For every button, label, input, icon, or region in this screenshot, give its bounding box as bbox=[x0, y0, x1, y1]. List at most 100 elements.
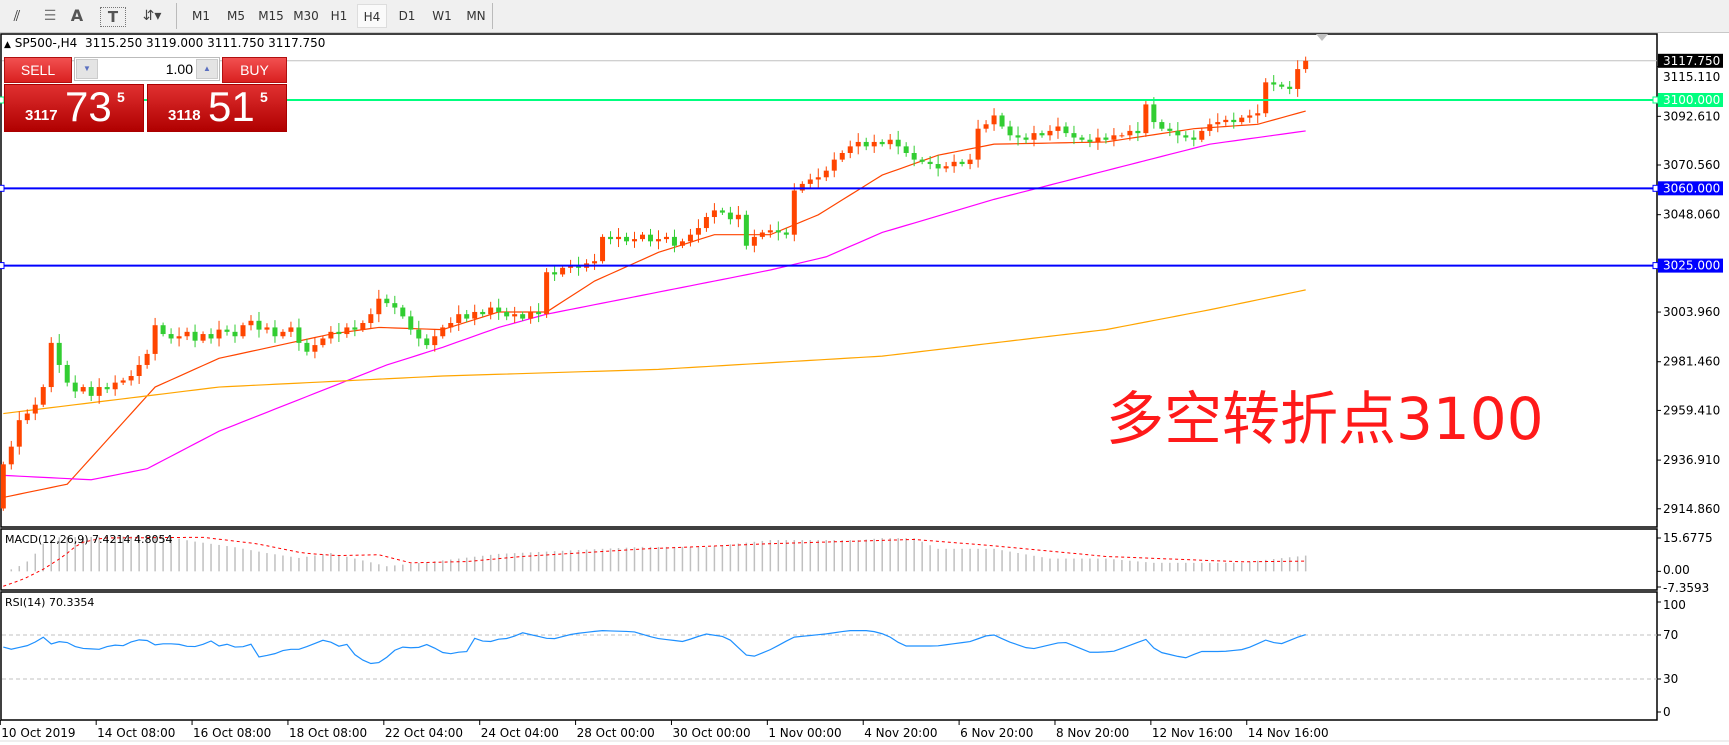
timeframe-mn[interactable]: MN bbox=[466, 9, 486, 23]
candle bbox=[72, 375, 78, 399]
candle-body bbox=[552, 272, 558, 275]
time-tick-label: 14 Oct 08:00 bbox=[97, 726, 175, 740]
candle bbox=[1079, 134, 1085, 143]
candle bbox=[655, 230, 661, 250]
horizontal-line-price-label: 3100.000 bbox=[1663, 93, 1720, 107]
horizontal-line-price-label: 3060.000 bbox=[1663, 181, 1720, 195]
candle bbox=[224, 325, 230, 336]
candle-body bbox=[1183, 135, 1189, 138]
sell-price-prefix: 3117 bbox=[25, 107, 58, 124]
candle bbox=[1255, 104, 1261, 124]
candle bbox=[1095, 128, 1101, 150]
candle bbox=[408, 310, 414, 335]
timeframe-m1[interactable]: M1 bbox=[192, 9, 210, 23]
candle-body bbox=[232, 331, 238, 337]
sell-button[interactable]: SELL bbox=[4, 57, 72, 83]
time-tick-label: 14 Nov 16:00 bbox=[1248, 726, 1329, 740]
candle bbox=[847, 140, 853, 159]
macd-panel-border bbox=[0, 528, 1658, 591]
candle-body bbox=[807, 179, 813, 184]
candle bbox=[679, 238, 685, 249]
candle bbox=[1207, 118, 1213, 137]
candle-body bbox=[1255, 113, 1261, 116]
candle-body bbox=[576, 265, 582, 268]
candle-body bbox=[624, 236, 630, 242]
candle bbox=[791, 183, 797, 242]
candle-body bbox=[56, 342, 62, 365]
timeframe-h4[interactable]: H4 bbox=[357, 4, 387, 28]
candle-body bbox=[144, 353, 150, 365]
candle-body bbox=[1023, 137, 1029, 140]
candle-body bbox=[831, 159, 837, 171]
candle bbox=[759, 229, 765, 240]
candle bbox=[480, 309, 486, 317]
volume-input[interactable]: 1.00 bbox=[165, 61, 193, 77]
candle-body bbox=[496, 307, 502, 312]
candle-body bbox=[815, 177, 821, 180]
candle-body bbox=[296, 327, 302, 343]
candle bbox=[496, 298, 502, 320]
candle-body bbox=[1055, 126, 1061, 131]
volume-decrease-icon[interactable]: ▼ bbox=[76, 59, 98, 79]
arrows-dropdown-icon[interactable]: ⇵▾ bbox=[142, 8, 162, 24]
candle bbox=[240, 322, 246, 339]
volume-stepper[interactable]: ▼ 1.00 ▲ bbox=[74, 57, 220, 81]
candle-body bbox=[408, 316, 414, 330]
horizontal-line-price-tag bbox=[1658, 93, 1723, 107]
candle-body bbox=[208, 334, 214, 339]
text-label-icon[interactable]: A bbox=[70, 6, 84, 25]
candle bbox=[1031, 125, 1037, 147]
buy-button[interactable]: BUY bbox=[222, 57, 287, 83]
volume-increase-icon[interactable]: ▲ bbox=[196, 59, 218, 79]
timeframe-d1[interactable]: D1 bbox=[398, 9, 416, 23]
buy-price[interactable]: 3118 51 5 bbox=[147, 83, 287, 132]
candle bbox=[248, 315, 254, 331]
fibonacci-lines-icon[interactable]: ☰ bbox=[43, 8, 57, 24]
candle-body bbox=[1071, 133, 1077, 138]
fibonacci-expansion-icon[interactable]: ⫽ bbox=[13, 7, 21, 25]
candle bbox=[256, 311, 262, 338]
candle bbox=[416, 320, 422, 347]
text-box-icon[interactable]: T bbox=[100, 7, 126, 27]
candle-body bbox=[280, 331, 286, 337]
candle bbox=[392, 295, 398, 315]
timeframe-m30[interactable]: M30 bbox=[293, 9, 319, 23]
sell-price-fraction: 5 bbox=[117, 89, 125, 105]
candle-body bbox=[743, 214, 749, 246]
candle bbox=[312, 337, 318, 359]
candle-body bbox=[224, 329, 230, 332]
time-tick-label: 10 Oct 2019 bbox=[1, 726, 75, 740]
candle-body bbox=[80, 387, 86, 392]
time-tick-label: 22 Oct 04:00 bbox=[385, 726, 463, 740]
candle bbox=[1151, 97, 1157, 129]
candle-body bbox=[136, 364, 142, 376]
rsi-tick-label: 70 bbox=[1663, 628, 1678, 642]
candle bbox=[1135, 122, 1141, 142]
candle bbox=[1271, 75, 1277, 92]
timeframe-w1[interactable]: W1 bbox=[432, 9, 452, 23]
chart-annotation-text[interactable]: 多空转折点3100 bbox=[1106, 385, 1544, 453]
candle bbox=[1287, 81, 1293, 95]
timeframe-h1[interactable]: H1 bbox=[330, 9, 348, 23]
one-click-trading-panel: SELL ▼ 1.00 ▲ BUY 3117 73 5 3118 51 5 bbox=[4, 57, 287, 133]
candle-body bbox=[416, 329, 422, 339]
candle-body bbox=[48, 342, 54, 388]
sell-price[interactable]: 3117 73 5 bbox=[4, 83, 144, 132]
candle-body bbox=[480, 311, 486, 315]
candle-body bbox=[1039, 133, 1045, 136]
time-tick-label: 16 Oct 08:00 bbox=[193, 726, 271, 740]
candle bbox=[8, 440, 14, 470]
candle bbox=[751, 229, 757, 253]
candle-body bbox=[919, 159, 925, 162]
candle bbox=[512, 306, 518, 323]
candle bbox=[1127, 125, 1133, 141]
candle-body bbox=[679, 241, 685, 246]
buy-price-fraction: 5 bbox=[260, 89, 268, 105]
collapse-arrow-icon[interactable]: ▲ bbox=[4, 40, 11, 50]
candle-body bbox=[104, 387, 110, 390]
candle-body bbox=[72, 382, 78, 392]
timeframe-m5[interactable]: M5 bbox=[227, 9, 245, 23]
timeframe-m15[interactable]: M15 bbox=[258, 9, 284, 23]
candle-body bbox=[608, 236, 614, 240]
